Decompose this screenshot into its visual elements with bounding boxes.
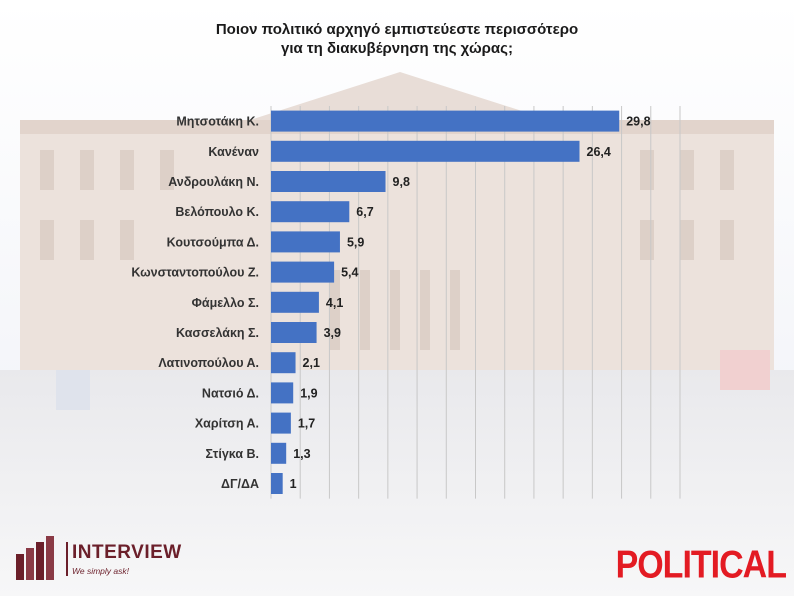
chart-title-line-1: Ποιον πολιτικό αρχηγό εμπιστεύεστε περισ… [215,21,579,38]
bar [271,261,335,283]
value-label: 29,8 [626,115,650,129]
interview-logo: INTERVIEW We simply ask! [14,536,204,582]
category-label: Λατινοπούλου Α. [158,356,259,370]
category-label: Βελόπουλο Κ. [175,205,259,219]
bar [271,382,294,404]
value-label: 6,7 [356,205,373,219]
value-label: 2,1 [303,356,320,370]
category-label: Μητσοτάκη Κ. [176,115,259,129]
bar [271,442,287,464]
value-label: 1 [290,477,297,491]
value-label: 26,4 [587,145,611,159]
interview-name: INTERVIEW [72,542,182,563]
bar [271,171,386,192]
category-label: Κουτσούμπα Δ. [167,235,259,249]
logo-divider [66,542,68,576]
category-label: Νατσιό Δ. [202,386,259,400]
bar [271,322,317,343]
category-label: ΔΓ/ΔΑ [221,477,259,491]
category-label: Ανδρουλάκη Ν. [168,175,259,189]
category-label: Κωνσταντοπούλου Ζ. [131,266,259,280]
value-label: 4,1 [326,296,343,310]
value-label: 1,7 [298,417,315,431]
category-label: Κασσελάκη Σ. [176,326,259,340]
political-logo: POLITICAL [615,543,787,587]
chart-title-line-2: για τη διακυβέρνηση της χώρας; [281,40,513,57]
bar [271,140,580,162]
bar [271,291,319,313]
value-label: 3,9 [324,326,341,340]
interview-bars-icon [16,536,54,580]
bar [271,352,296,374]
bars [271,110,620,494]
category-label: Κανέναν [208,145,259,159]
value-label: 1,3 [293,447,310,461]
category-label: Χαρίτση Α. [195,417,259,431]
bar [271,412,291,434]
bar [271,201,350,223]
bar [271,231,340,253]
bar [271,110,620,132]
interview-tagline: We simply ask! [72,566,129,576]
category-label: Στίγκα Β. [205,447,259,461]
value-label: 5,4 [341,266,358,280]
bar [271,473,283,494]
value-label: 9,8 [393,175,410,189]
labels: Μητσοτάκη Κ. 29,8 Κανέναν 26,4 Ανδρουλάκη Ν.… [131,115,650,491]
category-label: Φάμελλο Σ. [192,296,259,310]
chart-title: Ποιον πολιτικό αρχηγό εμπιστεύεστε περισ… [0,20,794,58]
value-label: 1,9 [300,386,317,400]
value-label: 5,9 [347,235,364,249]
